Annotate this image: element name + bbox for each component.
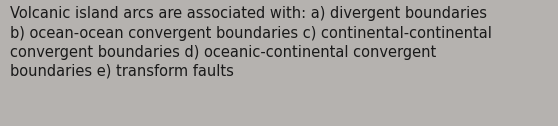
Text: Volcanic island arcs are associated with: a) divergent boundaries
b) ocean-ocean: Volcanic island arcs are associated with… — [10, 6, 492, 79]
